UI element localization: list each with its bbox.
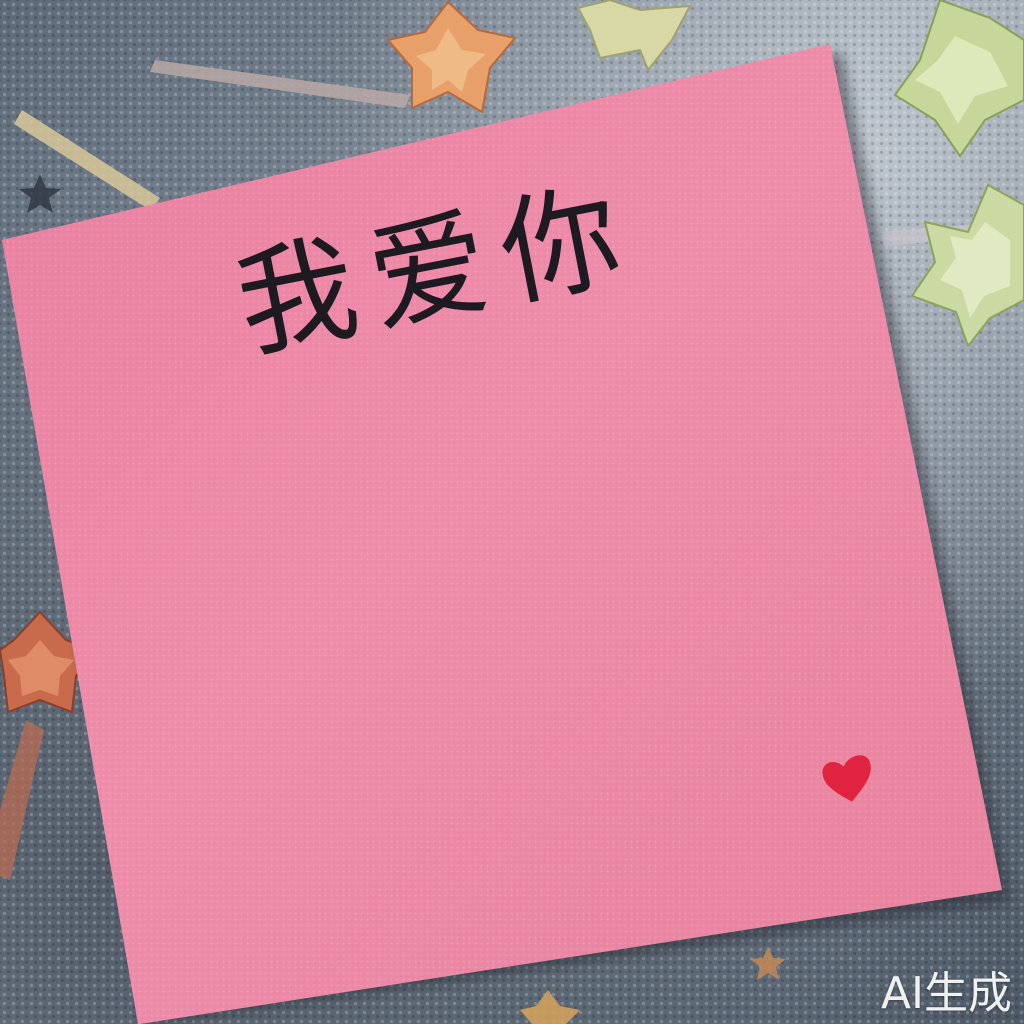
paper-star-icon bbox=[416, 28, 486, 92]
paper-star-icon bbox=[940, 222, 1010, 318]
ai-generated-watermark: AI生成 bbox=[880, 968, 1012, 1019]
paper-star-icon bbox=[576, 0, 692, 72]
note-paper-grain bbox=[2, 44, 1002, 1024]
heart-icon bbox=[822, 755, 871, 802]
paper-strip-top bbox=[150, 60, 410, 108]
paper-star-icon bbox=[915, 36, 1008, 124]
paper-star-icon bbox=[8, 640, 74, 696]
paper-star-icon bbox=[750, 946, 786, 980]
paper-star-icon bbox=[520, 990, 580, 1024]
paper-strip-bottom-left bbox=[0, 720, 44, 880]
paper-star-icon bbox=[19, 174, 61, 213]
paper-strip-left bbox=[14, 110, 160, 210]
